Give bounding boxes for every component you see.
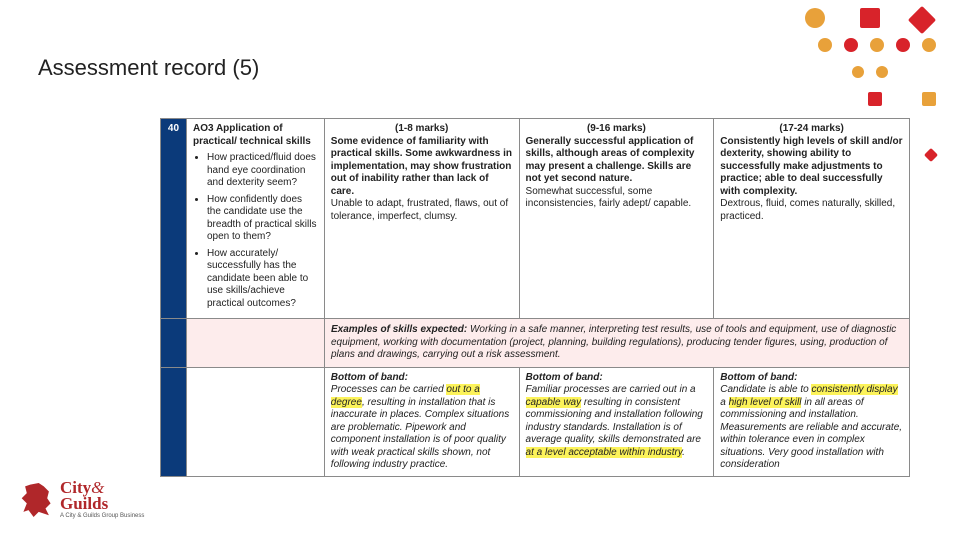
- logo-text: City& Guilds A City & Guilds Group Busin…: [60, 480, 144, 520]
- band-1-bold: Some evidence of familiarity with practi…: [331, 136, 513, 199]
- bottom-fragment: at a level acceptable within industry: [526, 447, 683, 458]
- bottom-fragment: a: [720, 397, 728, 408]
- bottom-text-2: Familiar processes are carried out in a …: [526, 384, 708, 459]
- bottom-label-3: Bottom of band:: [720, 372, 797, 383]
- bottom-band-1: Bottom of band: Processes can be carried…: [325, 368, 520, 476]
- rubric-top-row: 40 AO3 Application of practical/ technic…: [161, 119, 909, 318]
- bottom-row: Bottom of band: Processes can be carried…: [161, 368, 909, 476]
- examples-numcol: [161, 319, 187, 367]
- circle-deco: [896, 38, 910, 52]
- band-2-cell: (9-16 marks) Generally successful applic…: [520, 119, 715, 318]
- bottom-fragment: .: [682, 447, 685, 458]
- band-2-bold: Generally successful application of skil…: [526, 136, 708, 186]
- square-deco: [860, 8, 880, 28]
- diamond-deco: [908, 6, 936, 34]
- band-3-plain: Dextrous, fluid, comes naturally, skille…: [720, 198, 903, 223]
- criteria-bullet: How confidently does the candidate use t…: [207, 194, 318, 244]
- logo-line2: Guilds: [60, 496, 144, 512]
- marks-total: 40: [161, 119, 187, 318]
- examples-label: Examples of skills expected:: [331, 324, 467, 335]
- circle-deco: [818, 38, 832, 52]
- bottom-numcol: [161, 368, 187, 476]
- band-3-bold: Consistently high levels of skill and/or…: [720, 136, 903, 199]
- circle-deco: [922, 38, 936, 52]
- circle-deco: [844, 38, 858, 52]
- examples-row: Examples of skills expected: Working in …: [161, 318, 909, 368]
- examples-critcol: [187, 319, 325, 367]
- examples-text-cell: Examples of skills expected: Working in …: [325, 319, 909, 367]
- bottom-fragment: high level of skill: [729, 397, 802, 408]
- brand-logo: City& Guilds A City & Guilds Group Busin…: [20, 480, 144, 520]
- circle-deco: [852, 66, 864, 78]
- bottom-label-1: Bottom of band:: [331, 372, 408, 383]
- band-1-plain: Unable to adapt, frustrated, flaws, out …: [331, 198, 513, 223]
- bottom-fragment: Familiar processes are carried out in a: [526, 384, 696, 395]
- bottom-text-1: Processes can be carried out to a degree…: [331, 384, 513, 472]
- bottom-critcol: [187, 368, 325, 476]
- criteria-bullet: How accurately/ successfully has the can…: [207, 248, 318, 311]
- bottom-label-2: Bottom of band:: [526, 372, 603, 383]
- diamond-deco: [924, 148, 938, 162]
- circle-deco: [870, 38, 884, 52]
- bottom-fragment: Processes can be carried: [331, 384, 447, 395]
- band-1-cell: (1-8 marks) Some evidence of familiarity…: [325, 119, 520, 318]
- bottom-fragment: consistently display: [811, 384, 897, 395]
- circle-deco: [805, 8, 825, 28]
- band-3-range: (17-24 marks): [720, 123, 903, 136]
- band-2-range: (9-16 marks): [526, 123, 708, 136]
- criteria-bullets: How practiced/fluid does hand eye coordi…: [193, 152, 318, 310]
- criteria-cell: AO3 Application of practical/ technical …: [187, 119, 325, 318]
- bottom-band-3: Bottom of band: Candidate is able to con…: [714, 368, 909, 476]
- bottom-band-2: Bottom of band: Familiar processes are c…: [520, 368, 715, 476]
- circle-deco: [876, 66, 888, 78]
- bottom-fragment: capable way: [526, 397, 582, 408]
- bottom-fragment: Candidate is able to: [720, 384, 811, 395]
- lion-icon: [20, 483, 54, 517]
- rubric-table: 40 AO3 Application of practical/ technic…: [160, 118, 910, 477]
- page-title: Assessment record (5): [38, 55, 259, 81]
- bottom-text-3: Candidate is able to consistently displa…: [720, 384, 903, 472]
- square-deco: [868, 92, 882, 106]
- criteria-title: AO3 Application of practical/ technical …: [193, 123, 318, 148]
- band-3-cell: (17-24 marks) Consistently high levels o…: [714, 119, 909, 318]
- logo-sub: A City & Guilds Group Business: [60, 514, 144, 520]
- criteria-bullet: How practiced/fluid does hand eye coordi…: [207, 152, 318, 190]
- band-2-plain: Somewhat successful, some inconsistencie…: [526, 186, 708, 211]
- square-deco: [922, 92, 936, 106]
- band-1-range: (1-8 marks): [331, 123, 513, 136]
